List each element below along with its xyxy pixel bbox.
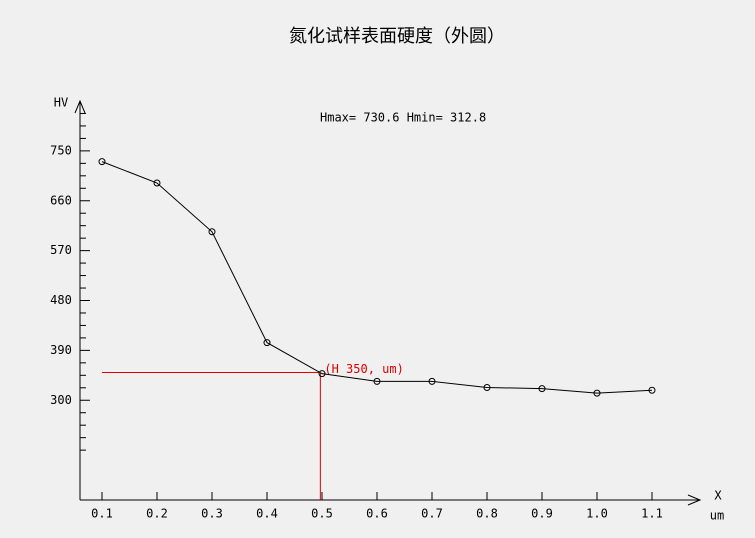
y-tick-label: 300 — [50, 393, 72, 407]
x-tick-label: 1.0 — [586, 507, 608, 521]
x-tick-label: 0.3 — [201, 507, 223, 521]
x-tick-label: 0.7 — [421, 507, 443, 521]
data-point — [648, 386, 656, 394]
x-axis-unit: um — [710, 509, 724, 523]
chart-title: 氮化试样表面硬度（外圆） — [289, 26, 505, 47]
x-tick-label: 0.6 — [366, 507, 388, 521]
y-tick-label: 750 — [50, 143, 72, 157]
data-point — [483, 384, 491, 392]
x-tick-label: 0.1 — [91, 507, 113, 521]
y-tick-label: 480 — [50, 293, 72, 307]
data-point — [263, 339, 271, 347]
annotation: Hmax= 730.6 Hmin= 312.8 — [320, 111, 486, 125]
data-point — [428, 377, 436, 385]
x-axis-arrow — [687, 494, 702, 506]
x-tick-label: 0.5 — [311, 507, 333, 521]
y-tick-label: 660 — [50, 193, 72, 207]
x-tick-label: 0.4 — [256, 507, 278, 521]
data-point — [373, 377, 381, 385]
data-point — [318, 370, 326, 378]
data-point — [538, 385, 546, 393]
x-tick-label: 0.8 — [476, 507, 498, 521]
data-point — [98, 158, 106, 166]
data-point — [208, 228, 216, 236]
crosshair-label: (H 350, um) — [324, 362, 403, 376]
y-axis-arrow — [74, 99, 86, 114]
x-tick-label: 0.9 — [531, 507, 553, 521]
x-tick-label: 1.1 — [641, 507, 663, 521]
data-point — [153, 179, 161, 187]
x-tick-label: 0.2 — [146, 507, 168, 521]
y-tick-label: 570 — [50, 243, 72, 257]
y-axis-label: HV — [54, 96, 68, 110]
data-line — [101, 161, 653, 394]
data-point — [593, 389, 601, 397]
x-axis-label: X — [714, 489, 722, 503]
y-tick-label: 390 — [50, 343, 72, 357]
